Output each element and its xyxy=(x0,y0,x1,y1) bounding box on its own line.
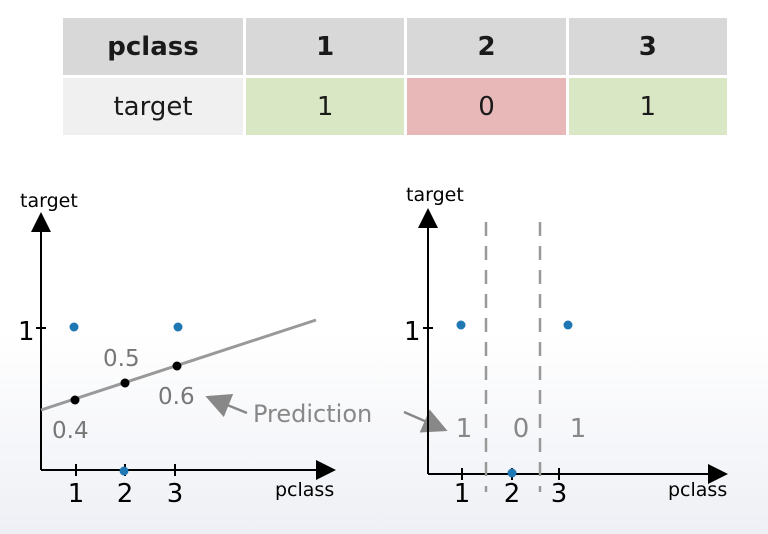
prediction-value-1: 0.4 xyxy=(52,418,89,444)
left-x-tick-label-3: 3 xyxy=(167,479,184,509)
right-xlabel: pclass xyxy=(668,479,727,501)
header-cell-2: 2 xyxy=(407,18,566,78)
region-label-2: 0 xyxy=(513,414,530,444)
target-point-2 xyxy=(119,466,129,476)
prediction-value-3: 0.6 xyxy=(158,384,195,410)
right-target-point-3 xyxy=(563,320,573,330)
right-y-tick-label: 1 xyxy=(404,317,421,347)
right-x-tick-label-2: 2 xyxy=(504,479,521,509)
prediction-arrow-right xyxy=(403,409,448,433)
right-ylabel: target xyxy=(406,184,464,206)
left-x-tick-label-2: 2 xyxy=(117,479,134,509)
right-x-tick-label-3: 3 xyxy=(551,479,568,509)
prediction-point-2 xyxy=(120,378,130,388)
target-cell-1: 1 xyxy=(246,78,405,135)
table-target-row: target 1 0 1 xyxy=(63,78,727,135)
left-ylabel: target xyxy=(20,190,78,212)
right-target-point-2 xyxy=(507,468,517,478)
prediction-point-1 xyxy=(70,395,80,405)
left-x-tick-label-1: 1 xyxy=(68,479,85,509)
target-point-1 xyxy=(69,322,79,332)
left-xlabel: pclass xyxy=(275,479,334,501)
target-cell-3: 1 xyxy=(568,78,727,135)
header-cell-pclass: pclass xyxy=(63,18,243,78)
prediction-label: Prediction xyxy=(253,400,372,428)
left-y-tick-label: 1 xyxy=(18,317,35,347)
region-label-1: 1 xyxy=(456,414,473,444)
left-plot: target pclass 1 1 2 3 0.4 0.5 0.6 xyxy=(18,190,336,509)
prediction-annotation: Prediction xyxy=(205,393,448,433)
header-cell-3: 3 xyxy=(568,18,727,78)
data-table: pclass 1 2 3 target 1 0 1 xyxy=(60,18,730,135)
target-cell-2: 0 xyxy=(407,78,566,135)
prediction-point-3 xyxy=(172,361,182,371)
row-label-target: target xyxy=(63,78,243,135)
prediction-arrow-left xyxy=(205,393,248,418)
right-target-point-1 xyxy=(456,320,466,330)
target-point-3 xyxy=(173,322,183,332)
right-x-tick-label-1: 1 xyxy=(454,479,471,509)
right-plot: target pclass 1 1 2 3 1 0 1 xyxy=(404,184,728,509)
header-cell-1: 1 xyxy=(246,18,405,78)
region-label-3: 1 xyxy=(570,414,587,444)
table-header-row: pclass 1 2 3 xyxy=(63,18,727,78)
prediction-value-2: 0.5 xyxy=(103,346,140,372)
